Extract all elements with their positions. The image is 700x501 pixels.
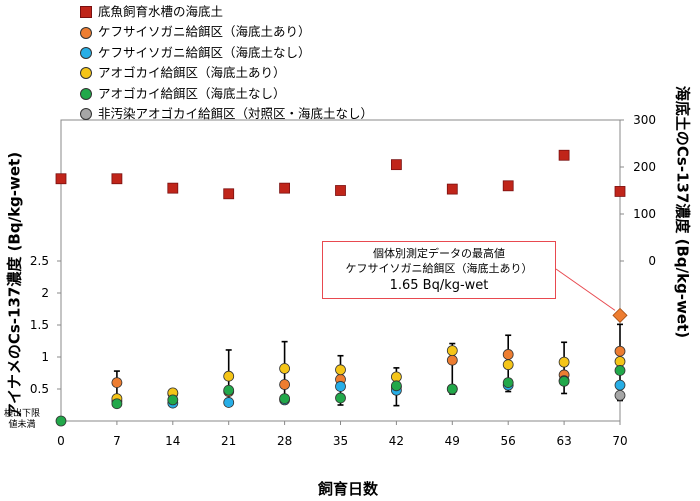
data-point-circle — [502, 349, 514, 360]
x-tick-label: 7 — [113, 434, 121, 448]
x-tick-label: 28 — [277, 434, 292, 448]
annotation-line-1: 個体別測定データの最高値 — [373, 247, 505, 260]
legend-symbol-circle — [80, 46, 92, 59]
legend-symbol-circle — [80, 87, 92, 100]
legend-item-crab-nosediment: ケフサイソガニ給餌区（海底土なし） — [80, 43, 373, 63]
data-point-circle — [111, 377, 123, 389]
data-point-circle — [390, 380, 402, 392]
legend-label: ケフサイソガニ給餌区（海底土なし） — [98, 44, 311, 60]
max-value-marker — [612, 307, 628, 323]
data-point-square — [111, 173, 123, 185]
annotation-connector — [555, 268, 616, 311]
legend-item-crab-sediment: ケフサイソガニ給餌区（海底土あり） — [80, 22, 373, 42]
data-point-circle — [558, 356, 570, 368]
data-point-square — [446, 183, 458, 195]
legend-item-worm-sediment: アオゴカイ給餌区（海底土あり） — [80, 63, 373, 83]
legend-label: 底魚飼育水槽の海底土 — [98, 4, 224, 19]
legend: 底魚飼育水槽の海底土 ケフサイソガニ給餌区（海底土あり） ケフサイソガニ給餌区（… — [80, 2, 373, 124]
data-point-square — [55, 173, 67, 185]
y-axis-left-label: アイナメのCs-137濃度 (Bq/kg-wet) — [5, 151, 24, 419]
legend-label: アオゴカイ給餌区（海底土なし） — [98, 85, 286, 101]
x-tick-label: 14 — [165, 434, 180, 448]
data-point-circle — [614, 356, 626, 367]
legend-item-worm-nosediment: アオゴカイ給餌区（海底土なし） — [80, 84, 373, 104]
data-point-circle — [111, 398, 123, 410]
legend-item-control: 非汚染アオゴカイ給餌区（対照区・海底土なし） — [80, 104, 373, 124]
legend-symbol-circle — [80, 108, 92, 121]
x-tick-label: 63 — [556, 434, 571, 448]
data-point-square — [390, 159, 402, 171]
legend-symbol-circle — [80, 67, 92, 80]
data-point-square — [614, 186, 626, 197]
y-left-tick-label: 1.5 — [30, 318, 49, 332]
y-left-tick-label: 0.5 — [30, 382, 49, 396]
legend-symbol-circle — [80, 26, 92, 39]
data-point-circle — [223, 384, 235, 396]
y-right-tick-label: 200 — [633, 160, 656, 174]
x-tick-label: 56 — [501, 434, 516, 448]
max-value-annotation: 個体別測定データの最高値 ケフサイソガニ給餌区（海底土あり） 1.65 Bq/k… — [322, 241, 556, 299]
x-tick-label: 49 — [445, 434, 460, 448]
data-point-circle — [55, 415, 67, 427]
x-tick-label: 21 — [221, 434, 236, 448]
y-left-tick-label: 2.5 — [30, 254, 49, 268]
data-point-square — [335, 185, 346, 196]
data-point-circle — [502, 359, 514, 371]
data-point-circle — [614, 365, 626, 376]
y-right-tick-label: 100 — [633, 207, 656, 221]
data-point-square — [167, 182, 179, 194]
legend-symbol-square — [80, 6, 92, 19]
data-point-circle — [335, 381, 346, 392]
data-point-circle — [335, 392, 346, 404]
data-point-square — [279, 182, 291, 194]
legend-label: ケフサイソガニ給餌区（海底土あり） — [98, 24, 311, 40]
y-left-tick-label: 1 — [41, 350, 49, 364]
data-point-circle — [614, 379, 626, 391]
below-detection-note: 検出下限値未満 — [4, 409, 41, 430]
x-tick-label: 0 — [57, 434, 65, 448]
data-point-circle — [390, 371, 402, 383]
data-point-circle — [446, 383, 458, 395]
x-tick-label: 42 — [389, 434, 404, 448]
data-point-circle — [614, 389, 626, 401]
data-point-circle — [502, 377, 514, 389]
annotation-line-2: ケフサイソガニ給餌区（海底土あり） — [345, 262, 533, 275]
x-tick-label: 70 — [612, 434, 627, 448]
y-right-tick-label: 300 — [633, 113, 656, 127]
x-axis-label: 飼育日数 — [317, 480, 379, 498]
x-tick-label: 35 — [333, 434, 348, 448]
data-point-square — [223, 188, 235, 200]
y-right-tick-label: 0 — [648, 254, 656, 268]
data-point-square — [558, 149, 570, 161]
data-point-circle — [558, 375, 570, 387]
data-point-circle — [446, 345, 458, 357]
data-point-circle — [614, 345, 626, 357]
data-point-circle — [335, 364, 346, 376]
data-point-circle — [167, 394, 179, 406]
legend-item-sediment: 底魚飼育水槽の海底土 — [80, 2, 373, 22]
data-point-circle — [279, 393, 291, 405]
legend-label: アオゴカイ給餌区（海底土あり） — [98, 65, 286, 81]
data-point-circle — [279, 379, 291, 390]
data-point-square — [502, 180, 514, 192]
y-axis-right-label: 海底土のCs-137濃度 (Bq/kg-wet) — [673, 85, 692, 339]
data-point-circle — [223, 370, 235, 382]
legend-label: 非汚染アオゴカイ給餌区（対照区・海底土なし） — [98, 105, 374, 121]
annotation-line-3: 1.65 Bq/kg-wet — [389, 278, 489, 293]
y-left-tick-label: 2 — [41, 286, 49, 300]
data-point-circle — [279, 363, 291, 374]
data-point-circle — [223, 397, 235, 408]
data-point-circle — [446, 354, 458, 366]
